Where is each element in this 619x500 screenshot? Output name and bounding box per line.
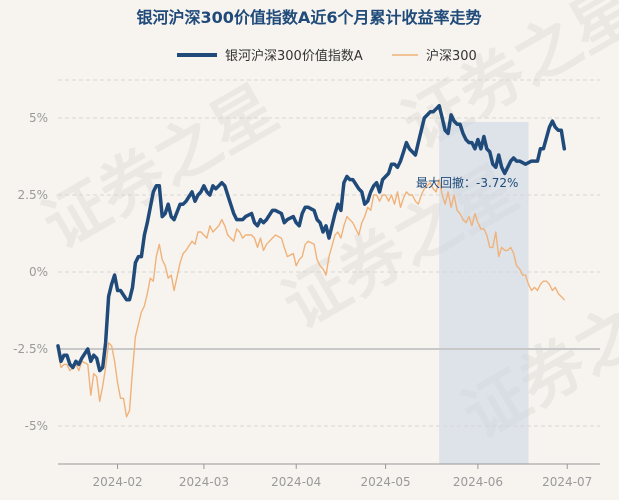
x-tick-label: 2024-06 bbox=[453, 475, 503, 489]
y-tick-label: -5% bbox=[25, 419, 48, 433]
annotations: 最大回撤：-3.72% bbox=[416, 175, 518, 190]
x-tick-label: 2024-07 bbox=[542, 475, 592, 489]
y-tick-label: 2.5% bbox=[18, 188, 49, 202]
fund-series-line bbox=[56, 103, 567, 373]
drawdown-band bbox=[439, 122, 529, 464]
legend-label-index: 沪深300 bbox=[426, 48, 477, 64]
x-tick-label: 2024-05 bbox=[361, 475, 411, 489]
index-series-line bbox=[57, 178, 565, 418]
y-tick-label: -2.5% bbox=[13, 342, 48, 356]
x-tick-label: 2024-04 bbox=[271, 475, 321, 489]
chart-title: 银河沪深300价值指数A近6个月累计收益率走势 bbox=[137, 8, 482, 27]
x-tick-label: 2024-02 bbox=[92, 475, 142, 489]
axes: 5% 2.5% 0% -2.5% -5% 2024-02 2024-03 2024-04 202… bbox=[13, 111, 600, 489]
x-tick-label: 2024-03 bbox=[179, 475, 229, 489]
legend: 银河沪深300价值指数A 沪深300 bbox=[177, 48, 477, 64]
series-lines bbox=[56, 103, 567, 418]
max-drawdown-label: 最大回撤：-3.72% bbox=[416, 175, 518, 190]
y-tick-label: 5% bbox=[29, 111, 48, 125]
grid-lines bbox=[58, 79, 600, 427]
max-drawdown-band bbox=[439, 122, 529, 464]
y-tick-label: 0% bbox=[29, 265, 48, 279]
legend-label-fund: 银河沪深300价值指数A bbox=[225, 48, 363, 64]
